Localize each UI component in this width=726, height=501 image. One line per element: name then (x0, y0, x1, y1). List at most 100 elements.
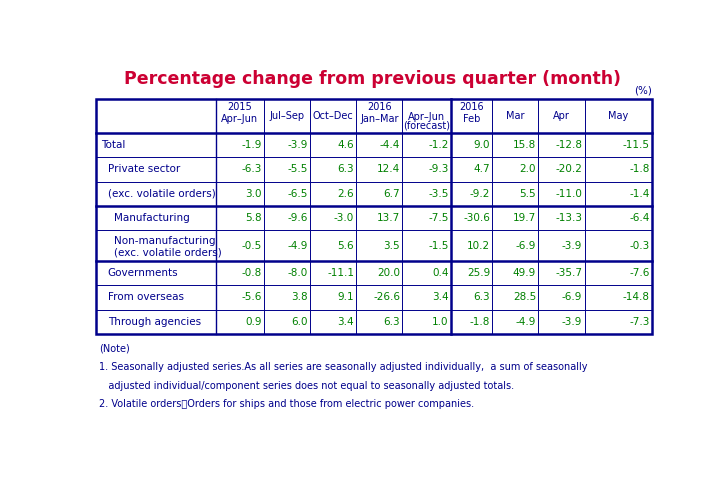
Text: -1.2: -1.2 (428, 140, 449, 150)
Text: 2. Volatile orders：Orders for ships and those from electric power companies.: 2. Volatile orders：Orders for ships and … (99, 399, 474, 409)
Text: (Note): (Note) (99, 344, 130, 354)
Text: -1.8: -1.8 (470, 317, 490, 327)
Text: May: May (608, 111, 628, 121)
Text: -26.6: -26.6 (373, 293, 400, 303)
Text: -4.4: -4.4 (380, 140, 400, 150)
Text: 4.7: 4.7 (473, 164, 490, 174)
Text: -5.5: -5.5 (287, 164, 308, 174)
Text: 0.9: 0.9 (245, 317, 262, 327)
Text: 2016: 2016 (459, 102, 484, 112)
Text: 1. Seasonally adjusted series.As all series are seasonally adjusted individually: 1. Seasonally adjusted series.As all ser… (99, 362, 587, 372)
Text: 3.5: 3.5 (383, 240, 400, 250)
Text: -3.9: -3.9 (287, 140, 308, 150)
Text: 3.0: 3.0 (245, 189, 262, 199)
Text: Oct–Dec: Oct–Dec (313, 111, 354, 121)
Text: 0.4: 0.4 (432, 268, 449, 278)
Text: 2.6: 2.6 (338, 189, 354, 199)
Text: -8.0: -8.0 (287, 268, 308, 278)
Text: (exc. volatile orders): (exc. volatile orders) (107, 189, 216, 199)
Text: From overseas: From overseas (107, 293, 184, 303)
Text: 3.8: 3.8 (291, 293, 308, 303)
Text: Apr: Apr (553, 111, 570, 121)
Text: -35.7: -35.7 (555, 268, 582, 278)
Text: 3.4: 3.4 (432, 293, 449, 303)
Text: Apr–Jun: Apr–Jun (408, 112, 445, 122)
Text: 4.6: 4.6 (338, 140, 354, 150)
Text: -12.8: -12.8 (555, 140, 582, 150)
Text: Feb: Feb (462, 114, 480, 124)
Text: -7.6: -7.6 (629, 268, 650, 278)
Text: 6.3: 6.3 (473, 293, 490, 303)
Text: 10.2: 10.2 (467, 240, 490, 250)
Text: 6.3: 6.3 (338, 164, 354, 174)
Text: -3.9: -3.9 (562, 317, 582, 327)
Text: 1.0: 1.0 (432, 317, 449, 327)
Text: (exc. volatile orders): (exc. volatile orders) (115, 247, 222, 257)
Text: (%): (%) (634, 85, 652, 95)
Text: -9.6: -9.6 (287, 213, 308, 223)
Text: Governments: Governments (107, 268, 179, 278)
Text: Total: Total (101, 140, 126, 150)
Text: -13.3: -13.3 (555, 213, 582, 223)
Text: 5.6: 5.6 (338, 240, 354, 250)
Text: -14.8: -14.8 (622, 293, 650, 303)
Text: 2.0: 2.0 (520, 164, 537, 174)
Text: -11.0: -11.0 (555, 189, 582, 199)
Text: Percentage change from previous quarter (month): Percentage change from previous quarter … (123, 70, 621, 88)
Text: 2016: 2016 (367, 102, 391, 112)
Text: -6.4: -6.4 (629, 213, 650, 223)
Text: 13.7: 13.7 (377, 213, 400, 223)
Text: -0.8: -0.8 (242, 268, 262, 278)
Text: -9.2: -9.2 (470, 189, 490, 199)
Text: -7.5: -7.5 (428, 213, 449, 223)
Text: 5.5: 5.5 (520, 189, 537, 199)
Text: Through agencies: Through agencies (107, 317, 201, 327)
Text: 6.7: 6.7 (383, 189, 400, 199)
Text: 9.1: 9.1 (338, 293, 354, 303)
Text: -3.0: -3.0 (334, 213, 354, 223)
Text: 6.3: 6.3 (383, 317, 400, 327)
Text: -9.3: -9.3 (428, 164, 449, 174)
Text: 15.8: 15.8 (513, 140, 537, 150)
Text: Non-manufacturing: Non-manufacturing (115, 236, 216, 246)
Text: Manufacturing: Manufacturing (115, 213, 190, 223)
Text: 20.0: 20.0 (377, 268, 400, 278)
Text: -6.3: -6.3 (242, 164, 262, 174)
Text: -1.4: -1.4 (629, 189, 650, 199)
Text: -7.3: -7.3 (629, 317, 650, 327)
Text: -6.9: -6.9 (515, 240, 537, 250)
Text: -11.1: -11.1 (327, 268, 354, 278)
Text: -30.6: -30.6 (463, 213, 490, 223)
Text: -4.9: -4.9 (287, 240, 308, 250)
Text: 5.8: 5.8 (245, 213, 262, 223)
Text: Private sector: Private sector (107, 164, 180, 174)
Text: -0.3: -0.3 (629, 240, 650, 250)
Text: -20.2: -20.2 (555, 164, 582, 174)
Text: -4.9: -4.9 (515, 317, 537, 327)
Text: -1.5: -1.5 (428, 240, 449, 250)
Text: -1.8: -1.8 (629, 164, 650, 174)
Text: 9.0: 9.0 (473, 140, 490, 150)
Text: 28.5: 28.5 (513, 293, 537, 303)
Text: 3.4: 3.4 (338, 317, 354, 327)
Text: Apr–Jun: Apr–Jun (221, 114, 258, 124)
Text: -5.6: -5.6 (242, 293, 262, 303)
Text: adjusted individual/component series does not equal to seasonally adjusted total: adjusted individual/component series doe… (99, 381, 514, 391)
Text: 19.7: 19.7 (513, 213, 537, 223)
Text: Jan–Mar: Jan–Mar (360, 114, 399, 124)
Text: Jul–Sep: Jul–Sep (269, 111, 305, 121)
Text: -0.5: -0.5 (242, 240, 262, 250)
Text: -11.5: -11.5 (622, 140, 650, 150)
Text: Mar: Mar (506, 111, 525, 121)
Text: -1.9: -1.9 (242, 140, 262, 150)
Text: -6.9: -6.9 (562, 293, 582, 303)
Text: 2015: 2015 (227, 102, 253, 112)
Text: (forecast): (forecast) (403, 121, 450, 131)
Text: 25.9: 25.9 (467, 268, 490, 278)
Text: 12.4: 12.4 (377, 164, 400, 174)
Text: 49.9: 49.9 (513, 268, 537, 278)
Text: -3.9: -3.9 (562, 240, 582, 250)
Text: -3.5: -3.5 (428, 189, 449, 199)
Text: 6.0: 6.0 (291, 317, 308, 327)
Text: -6.5: -6.5 (287, 189, 308, 199)
